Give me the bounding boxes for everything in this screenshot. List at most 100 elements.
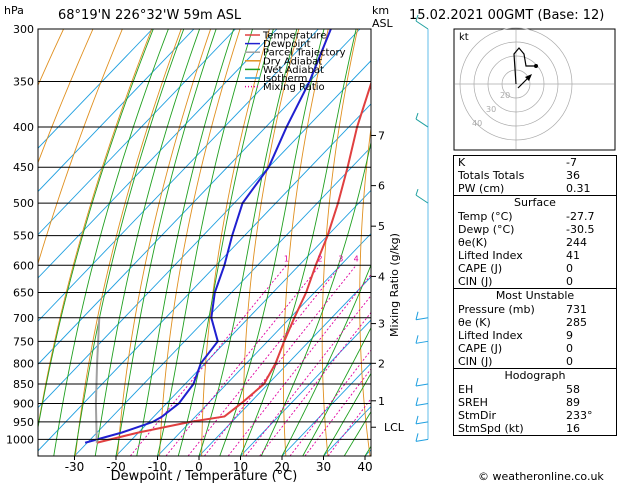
- index-row-pw: PW (cm) 0.31: [458, 182, 591, 195]
- hodograph-ring-label: 40: [472, 119, 482, 128]
- mu-row: CIN (J) 0: [458, 355, 573, 368]
- pressure-tick-label: 550: [13, 230, 34, 243]
- wind-barb: [415, 415, 419, 425]
- dry-adiabat-line: [431, 17, 454, 456]
- wind-barb: [415, 340, 429, 344]
- pressure-tick-label: 450: [13, 161, 34, 174]
- isotherm-line: [38, 103, 371, 452]
- pressure-tick-label: 650: [13, 287, 34, 300]
- wind-barb: [415, 317, 429, 321]
- dry-adiabat-line: [38, 29, 123, 265]
- mixing-ratio-line: [187, 264, 342, 456]
- asl-label: ASL: [372, 17, 393, 30]
- pressure-tick-label: 300: [13, 23, 34, 36]
- hodograph-title: Hodograph: [504, 369, 566, 382]
- wind-barb: [415, 112, 419, 120]
- wind-barb: [415, 118, 429, 128]
- surface-row: CIN (J) 0: [458, 275, 573, 288]
- wind-barb: [415, 194, 429, 204]
- legend-entry: Parcel Trajectory: [263, 48, 346, 59]
- mu-row: Lifted Index 9: [458, 329, 573, 342]
- wet-adiabat-line: [343, 410, 371, 456]
- plot-frame: [37, 28, 372, 457]
- wind-barb: [415, 311, 419, 320]
- dry-adiabat-line: [282, 29, 329, 456]
- km-tick-label: 5: [378, 220, 385, 233]
- wind-barb: [415, 402, 429, 406]
- dry-adiabat-line: [321, 29, 359, 456]
- km-tick-label: LCL: [384, 421, 405, 434]
- wet-adiabat-line: [323, 372, 371, 456]
- dry-adiabat-line: [622, 17, 629, 456]
- surface-row: CAPE (J) 0: [458, 262, 573, 275]
- index-row-k: K -7: [458, 156, 577, 169]
- most-unstable-section: Most Unstable Pressure (mb) 731 θe (K) 285…: [454, 288, 616, 368]
- legend-entry: Wet Adiabat: [263, 65, 324, 76]
- wet-adiabat-line: [302, 326, 371, 456]
- mixing-ratio-axis-title: Mixing Ratio (g/kg): [388, 233, 401, 337]
- hodograph-trace: [513, 47, 536, 85]
- storm-motion-arrowhead: [525, 74, 532, 81]
- km-tick-label: 2: [378, 357, 385, 370]
- legend-entry: Isotherm: [263, 74, 307, 85]
- dry-adiabat-line: [74, 29, 182, 456]
- surface-title: Surface: [514, 196, 556, 209]
- isotherm-line: [38, 29, 361, 365]
- wet-adiabat-line: [260, 140, 371, 456]
- surface-row: Lifted Index 41: [458, 249, 580, 262]
- isotherm-line: [38, 29, 278, 279]
- mixing-ratio-label: 3: [338, 254, 343, 263]
- wet-adiabat-line: [53, 29, 169, 456]
- pressure-tick-label: 950: [13, 416, 34, 429]
- hodograph-frame: [453, 28, 616, 151]
- km-tick-label: 7: [378, 129, 385, 142]
- hodograph-unit: kt: [459, 32, 469, 43]
- mixing-ratio-label: 1: [284, 254, 289, 263]
- pressure-tick-label: 1000: [6, 433, 34, 446]
- wind-barb: [415, 14, 419, 22]
- hodo-row: SREH 89: [458, 396, 580, 409]
- pressure-tick-label: 800: [13, 357, 34, 370]
- pressure-unit: hPa: [4, 4, 24, 17]
- pressure-tick-label: 750: [13, 335, 34, 348]
- wind-barb: [415, 377, 419, 387]
- wet-adiabat-line: [198, 29, 298, 456]
- surface-row: Dewp (°C) -30.5: [458, 223, 595, 236]
- wind-barb: [415, 383, 429, 387]
- isotherm-line: [281, 362, 371, 456]
- pressure-tick-label: 500: [13, 197, 34, 210]
- wet-adiabat-line: [177, 29, 274, 456]
- isotherm-line: [38, 29, 153, 149]
- temp-tick-label: 40: [357, 460, 372, 474]
- hodograph-point: [534, 64, 538, 68]
- datetime-title: 15.02.2021 00GMT (Base: 12): [409, 8, 605, 23]
- temp-tick-label: -10: [148, 460, 168, 474]
- legend-entry: Mixing Ratio: [263, 82, 325, 93]
- surface-row: θe(K) 244: [458, 236, 587, 249]
- km-tick-label: 3: [378, 318, 385, 331]
- dry-adiabat-line: [38, 29, 65, 87]
- isotherm-line: [115, 189, 371, 456]
- wet-adiabat-line: [136, 29, 235, 456]
- km-unit: km: [372, 4, 390, 17]
- most-unstable-title: Most Unstable: [495, 289, 575, 302]
- isotherm-line: [157, 232, 371, 456]
- isotherm-line: [38, 29, 236, 236]
- pressure-tick-label: 600: [13, 259, 34, 272]
- location-title: 68°19'N 226°32'W 59m ASL: [58, 8, 242, 23]
- plot-area: [38, 17, 629, 456]
- dry-adiabat-line: [117, 29, 212, 456]
- hodograph-ring-label: 30: [486, 105, 496, 114]
- wind-barb: [415, 335, 419, 344]
- isotherm-line: [74, 146, 371, 456]
- mixing-ratio-label: 2: [317, 254, 322, 263]
- pressure-tick-label: 850: [13, 378, 34, 391]
- legend-entry: Dry Adiabat: [263, 56, 322, 67]
- surface-section: Surface Temp (°C) -27.7 Dewp (°C) -30.5 θe…: [454, 195, 616, 288]
- parcel-trajectory-profile: [94, 317, 101, 443]
- footer-copyright: © weatheronline.co.uk: [478, 470, 604, 483]
- wet-adiabat-line: [94, 29, 201, 456]
- mu-row: CAPE (J) 0: [458, 342, 573, 355]
- km-tick-label: 4: [378, 270, 385, 283]
